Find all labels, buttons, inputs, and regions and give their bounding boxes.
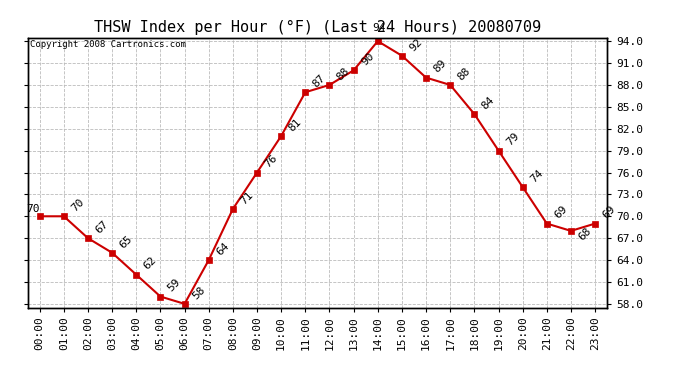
Text: 70: 70 bbox=[70, 197, 86, 213]
Text: 62: 62 bbox=[142, 255, 159, 272]
Text: 76: 76 bbox=[263, 153, 279, 170]
Text: 71: 71 bbox=[239, 190, 255, 206]
Text: 69: 69 bbox=[553, 204, 569, 221]
Text: 88: 88 bbox=[335, 66, 352, 82]
Text: 64: 64 bbox=[215, 241, 231, 257]
Text: 74: 74 bbox=[529, 168, 545, 184]
Text: 70: 70 bbox=[26, 204, 39, 213]
Text: 79: 79 bbox=[504, 131, 521, 148]
Text: Copyright 2008 Cartronics.com: Copyright 2008 Cartronics.com bbox=[30, 40, 186, 49]
Text: 92: 92 bbox=[408, 36, 424, 53]
Title: THSW Index per Hour (°F) (Last 24 Hours) 20080709: THSW Index per Hour (°F) (Last 24 Hours)… bbox=[94, 20, 541, 35]
Text: 88: 88 bbox=[456, 66, 473, 82]
Text: 84: 84 bbox=[480, 95, 497, 111]
Text: 90: 90 bbox=[359, 51, 376, 68]
Text: 94: 94 bbox=[372, 23, 386, 33]
Text: 89: 89 bbox=[432, 58, 448, 75]
Text: 68: 68 bbox=[577, 225, 593, 242]
Text: 65: 65 bbox=[118, 233, 135, 250]
Text: 58: 58 bbox=[190, 285, 207, 301]
Text: 81: 81 bbox=[287, 117, 304, 133]
Text: 59: 59 bbox=[166, 277, 183, 294]
Text: 69: 69 bbox=[601, 204, 618, 221]
Text: 87: 87 bbox=[311, 73, 328, 90]
Text: 67: 67 bbox=[94, 219, 110, 236]
